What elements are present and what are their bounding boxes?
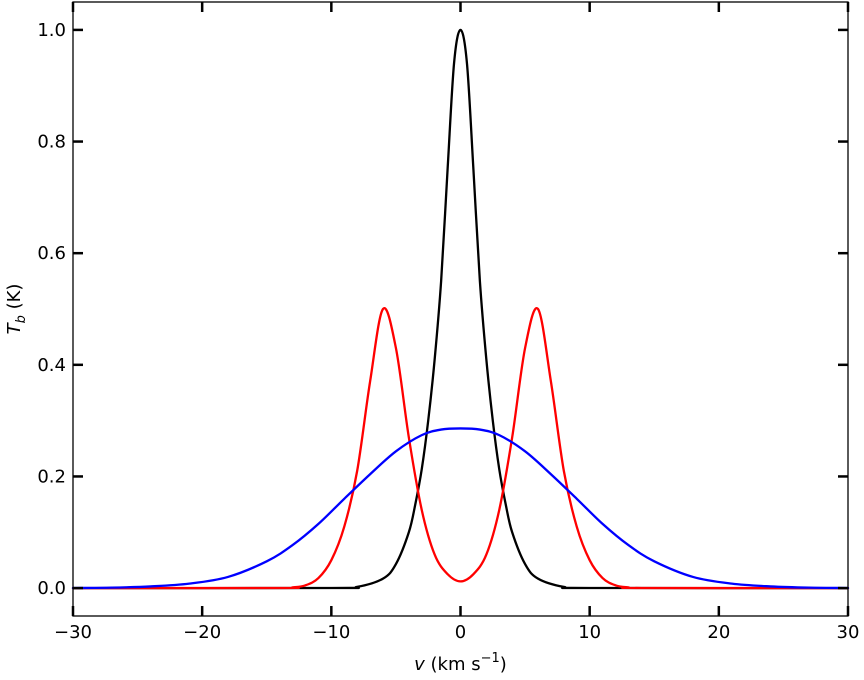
x-axis-unit-exponent: −1: [481, 651, 500, 666]
series-line-1: [71, 28, 850, 590]
x-tick-label: −30: [54, 622, 92, 643]
y-tick-label: 0.6: [37, 243, 66, 264]
x-axis-label: v (km s−1): [414, 651, 507, 675]
y-axis-label: Tb (K): [4, 284, 29, 335]
axis-ticks-group: −30 −20 −10 0 10 20 30 0.0 0.2 0.4 0.6 0.8 1.0: [37, 2, 859, 643]
x-tick-label: 20: [707, 622, 730, 643]
x-tick-label: −20: [183, 622, 221, 643]
y-tick-label: 0.2: [37, 466, 66, 487]
data-series-group: [71, 28, 850, 590]
x-axis-unit-prefix: (km s: [425, 654, 481, 675]
x-axis-symbol: v: [414, 654, 425, 675]
y-tick-label: 1.0: [37, 20, 66, 41]
y-tick-label: 0.0: [37, 578, 66, 599]
x-tick-label: 0: [455, 622, 466, 643]
y-axis-symbol: T: [4, 321, 25, 334]
series-line-3: [71, 427, 850, 590]
y-axis-subscript: b: [14, 315, 29, 323]
x-axis-unit-suffix: ): [500, 654, 507, 675]
x-tick-label: 10: [578, 622, 601, 643]
y-axis-unit: (K): [4, 284, 25, 316]
y-tick-label: 0.4: [37, 355, 66, 376]
y-tick-label: 0.8: [37, 132, 66, 153]
x-tick-label: −10: [312, 622, 350, 643]
series-line-2: [71, 307, 850, 590]
x-tick-label: 30: [837, 622, 860, 643]
